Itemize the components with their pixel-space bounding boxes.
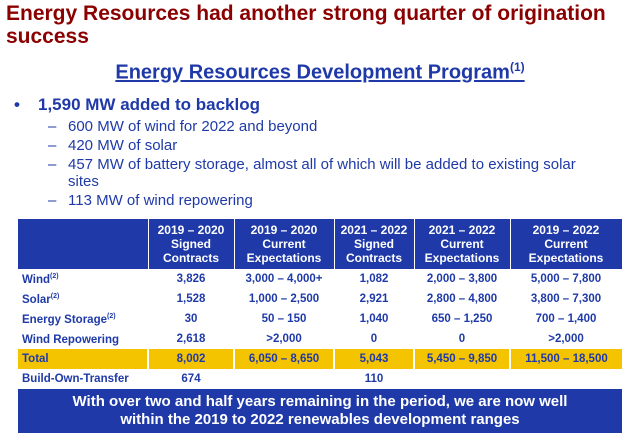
- table-cell: 2,618: [176, 333, 206, 345]
- sub-bullet: – 420 MW of solar: [14, 137, 634, 154]
- table-header-row: 2019 – 2020 Signed Contracts 2019 – 2020…: [18, 219, 623, 269]
- section-heading: Energy Resources Development Program(1): [0, 60, 640, 85]
- table-cell: 5,450 – 9,850: [414, 349, 511, 369]
- table-cell: 2,800 – 4,800: [426, 293, 498, 305]
- row-label: Wind(2): [22, 272, 59, 286]
- table-cell: [510, 369, 622, 389]
- table-row: Energy Storage(2) 30 50 – 150 1,040 650 …: [18, 309, 622, 329]
- row-label: Solar(2): [22, 292, 60, 306]
- table-row: Wind Repowering 2,618 >2,000 0 0 >2,000: [18, 329, 622, 349]
- table-cell: 1,000 – 2,500: [248, 293, 320, 305]
- main-bullet: • 1,590 MW added to backlog: [14, 95, 634, 115]
- sub-bullet: – 457 MW of battery storage, almost all …: [14, 156, 634, 190]
- table-cell: 650 – 1,250: [431, 313, 493, 325]
- table-cell: [414, 369, 510, 389]
- banner-line: within the 2019 to 2022 renewables devel…: [120, 411, 520, 428]
- header-cell: 2019 – 2022 Current Expectations: [510, 219, 623, 269]
- table-cell: 3,826: [176, 273, 206, 285]
- table-cell: 3,800 – 7,300: [530, 293, 602, 305]
- table-cell: 50 – 150: [261, 313, 307, 325]
- table-cell: 11,500 – 18,500: [510, 349, 622, 369]
- bullet-list: • 1,590 MW added to backlog – 600 MW of …: [14, 95, 634, 211]
- row-label: Energy Storage(2): [22, 312, 116, 326]
- table-row: Solar(2) 1,528 1,000 – 2,500 2,921 2,800…: [18, 289, 622, 309]
- table-cell: 674: [181, 373, 201, 385]
- main-bullet-text: 1,590 MW added to backlog: [38, 95, 260, 114]
- sub-bullet: – 600 MW of wind for 2022 and beyond: [14, 118, 634, 135]
- summary-banner: With over two and half years remaining i…: [18, 389, 622, 433]
- row-label: Build-Own-Transfer: [22, 373, 129, 385]
- header-cell: 2021 – 2022 Signed Contracts: [334, 219, 415, 269]
- slide-title: Energy Resources had another strong quar…: [6, 2, 606, 48]
- header-cell: 2019 – 2020 Signed Contracts: [148, 219, 235, 269]
- sub-bullet-text: 420 MW of solar: [68, 137, 178, 154]
- table-cell: 30: [184, 313, 198, 325]
- header-cell-empty: [18, 219, 149, 269]
- build-own-transfer-row: Build-Own-Transfer 674 110: [18, 369, 622, 389]
- row-label: Wind Repowering: [22, 333, 120, 346]
- sub-bullet-marker: –: [48, 192, 57, 209]
- table-row: Wind(2) 3,826 3,000 – 4,000+ 1,082 2,000…: [18, 269, 622, 289]
- table-cell: 6,050 – 8,650: [234, 349, 335, 369]
- header-cell: 2019 – 2020 Current Expectations: [234, 219, 335, 269]
- bullet-marker: •: [14, 95, 20, 114]
- table-cell: 2,000 – 3,800: [426, 273, 498, 285]
- table-cell: 0: [458, 333, 466, 345]
- table-cell: >2,000: [548, 333, 584, 345]
- table-cell: [234, 369, 334, 389]
- development-program-table: 2019 – 2020 Signed Contracts 2019 – 2020…: [18, 219, 623, 389]
- section-heading-footnote: (1): [509, 60, 525, 74]
- table-cell: 8,002: [148, 349, 235, 369]
- table-cell: 1,082: [359, 273, 389, 285]
- sub-bullet-marker: –: [48, 118, 57, 135]
- total-row: Total 8,002 6,050 – 8,650 5,043 5,450 – …: [18, 349, 622, 369]
- sub-bullet-marker: –: [48, 156, 57, 173]
- banner-line: With over two and half years remaining i…: [72, 393, 568, 410]
- row-label: Total: [18, 349, 149, 369]
- table-cell: 110: [364, 373, 384, 385]
- header-cell: 2021 – 2022 Current Expectations: [414, 219, 511, 269]
- table-cell: 3,000 – 4,000+: [245, 273, 323, 285]
- table-cell: 5,000 – 7,800: [530, 273, 602, 285]
- table-cell: 0: [370, 333, 378, 345]
- sub-bullet-text: 600 MW of wind for 2022 and beyond: [68, 118, 318, 135]
- sub-bullet: – 113 MW of wind repowering: [14, 192, 634, 209]
- section-heading-text: Energy Resources Development Program: [115, 61, 510, 84]
- sub-bullet-text: 457 MW of battery storage, almost all of…: [68, 156, 576, 190]
- table-cell: 1,040: [359, 313, 389, 325]
- table-cell: 700 – 1,400: [535, 313, 597, 325]
- table-cell: 5,043: [334, 349, 415, 369]
- sub-bullet-marker: –: [48, 137, 57, 154]
- sub-bullet-text: 113 MW of wind repowering: [68, 192, 253, 209]
- table-cell: 2,921: [359, 293, 389, 305]
- table-cell: 1,528: [176, 293, 206, 305]
- table-cell: >2,000: [266, 333, 302, 345]
